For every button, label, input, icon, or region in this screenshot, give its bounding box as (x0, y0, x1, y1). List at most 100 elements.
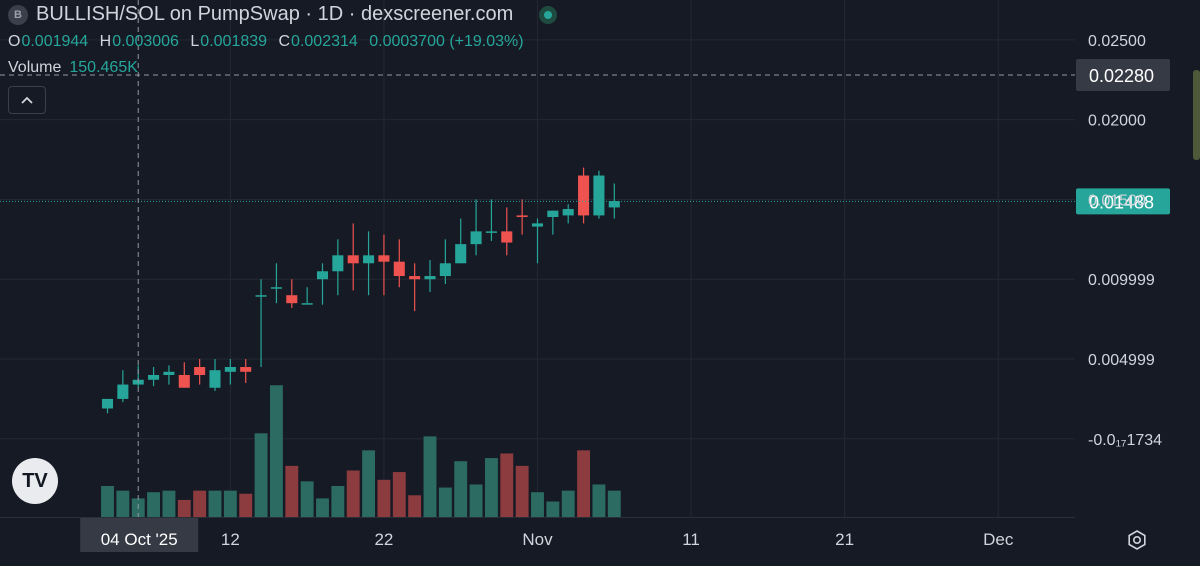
tradingview-logo-icon[interactable]: TV (12, 458, 58, 504)
volume-bars (101, 385, 621, 517)
candle-body (117, 384, 129, 399)
symbol-badge-icon: B (8, 4, 28, 25)
candle-body (439, 263, 451, 277)
volume-bar (101, 486, 114, 517)
volume-bar (208, 490, 222, 517)
candle-body (316, 271, 329, 280)
volume-bar (392, 472, 406, 517)
volume-value: 150.465K (69, 59, 138, 76)
candle-body (470, 231, 482, 245)
close-label: C (278, 33, 291, 50)
x-tick-label: 21 (835, 530, 854, 549)
y-tick-label: 0.009999 (1088, 272, 1155, 289)
candle-body (347, 255, 359, 264)
change-value: 0.0003700 (+19.03%) (369, 33, 524, 50)
crosshair-date-tag (80, 518, 199, 552)
candle-body (163, 371, 175, 375)
chart-overlays: 0.01488 0.02280 04 Oct '25 (0, 0, 1200, 552)
volume-bar (546, 501, 560, 517)
current-price-tag (1076, 188, 1170, 215)
volume-bar (500, 453, 514, 517)
x-tick-label: 12 (221, 530, 240, 549)
x-tick-label: Nov (522, 530, 553, 549)
candle-body (240, 367, 252, 372)
candle-body (608, 201, 620, 208)
candle-body (501, 231, 513, 243)
candle-body (593, 175, 605, 216)
x-tick-label: 11 (682, 530, 700, 549)
chart-grid (0, 0, 1075, 518)
volume-bar (561, 490, 575, 517)
candle-body (424, 276, 436, 280)
candle-body (148, 374, 160, 380)
candle-body (224, 367, 236, 372)
candle-body (562, 209, 574, 216)
volume-bar (408, 495, 422, 517)
open-value: 0.001944 (21, 33, 89, 50)
volume-bar (300, 481, 314, 517)
time-axis[interactable]: 12 22 Nov 11 21 Dec (221, 530, 1014, 549)
candle-body (255, 295, 267, 297)
volume-bar (362, 450, 376, 517)
volume-bar (592, 484, 606, 517)
volume-bar (193, 490, 207, 517)
crosshair-price-label: 0.02280 (1089, 66, 1154, 86)
chart-settings-button[interactable] (1125, 528, 1149, 552)
candle-body (209, 370, 221, 388)
candle-body (393, 261, 405, 277)
volume-bar (116, 490, 130, 517)
volume-bar (346, 470, 360, 517)
candle-body (286, 295, 298, 304)
low-label: L (190, 33, 200, 50)
chart-title: BULLISH/SOL on PumpSwap · 1D · dexscreen… (36, 3, 514, 25)
collapse-legend-button[interactable] (8, 86, 46, 114)
crosshair-date-label: 04 Oct '25 (101, 530, 178, 549)
y-tick-label: 0.02000 (1088, 113, 1146, 130)
x-tick-label: 22 (374, 530, 393, 549)
volume-label: Volume (8, 59, 62, 76)
gear-icon (1128, 530, 1146, 550)
candle-body (194, 367, 206, 375)
volume-bar (147, 492, 161, 517)
price-axis[interactable]: 0.02500 0.02000 0.01500 0.009999 0.004999 -0.… (1088, 33, 1162, 449)
current-price-label: 0.01488 (1089, 192, 1154, 212)
volume-bar (177, 499, 191, 517)
candle-body (270, 287, 282, 289)
candle-body (101, 398, 114, 409)
volume-bar (469, 484, 483, 517)
volume-bar (515, 465, 529, 517)
y-tick-label: 0.004999 (1088, 352, 1155, 369)
candle-body (455, 244, 467, 264)
candlesticks (101, 167, 620, 414)
crosshair-price-tag (1076, 58, 1170, 91)
volume-bar (223, 490, 237, 517)
volume-bar (162, 490, 176, 517)
volume-bar (484, 458, 498, 517)
volume-bar (607, 490, 621, 517)
low-value: 0.001839 (200, 33, 268, 50)
candle-body (516, 215, 528, 218)
candle-body (178, 374, 190, 388)
volume-bar (438, 487, 452, 517)
y-tick-label: -0.0₁₇1734 (1088, 432, 1162, 449)
x-tick-label: Dec (983, 530, 1014, 549)
candle-body (578, 175, 590, 216)
candle-body (363, 255, 375, 264)
candle-body (531, 223, 544, 227)
ohlc-legend: O0.001944 H0.003006 L0.001839 C0.002314 … (8, 33, 531, 51)
volume-bar (285, 465, 299, 517)
open-label: O (8, 33, 21, 50)
candle-body (409, 276, 421, 280)
y-tick-label: 0.02500 (1088, 33, 1146, 50)
candle-body (378, 255, 390, 262)
candle-body (485, 231, 497, 233)
volume-bar (254, 433, 268, 517)
volume-bar (423, 436, 437, 517)
volume-bar (331, 486, 345, 517)
volume-bar (316, 498, 329, 517)
volume-bar (577, 450, 591, 517)
volume-bar (377, 479, 391, 517)
candle-body (301, 303, 313, 305)
chevron-up-icon (21, 96, 33, 104)
